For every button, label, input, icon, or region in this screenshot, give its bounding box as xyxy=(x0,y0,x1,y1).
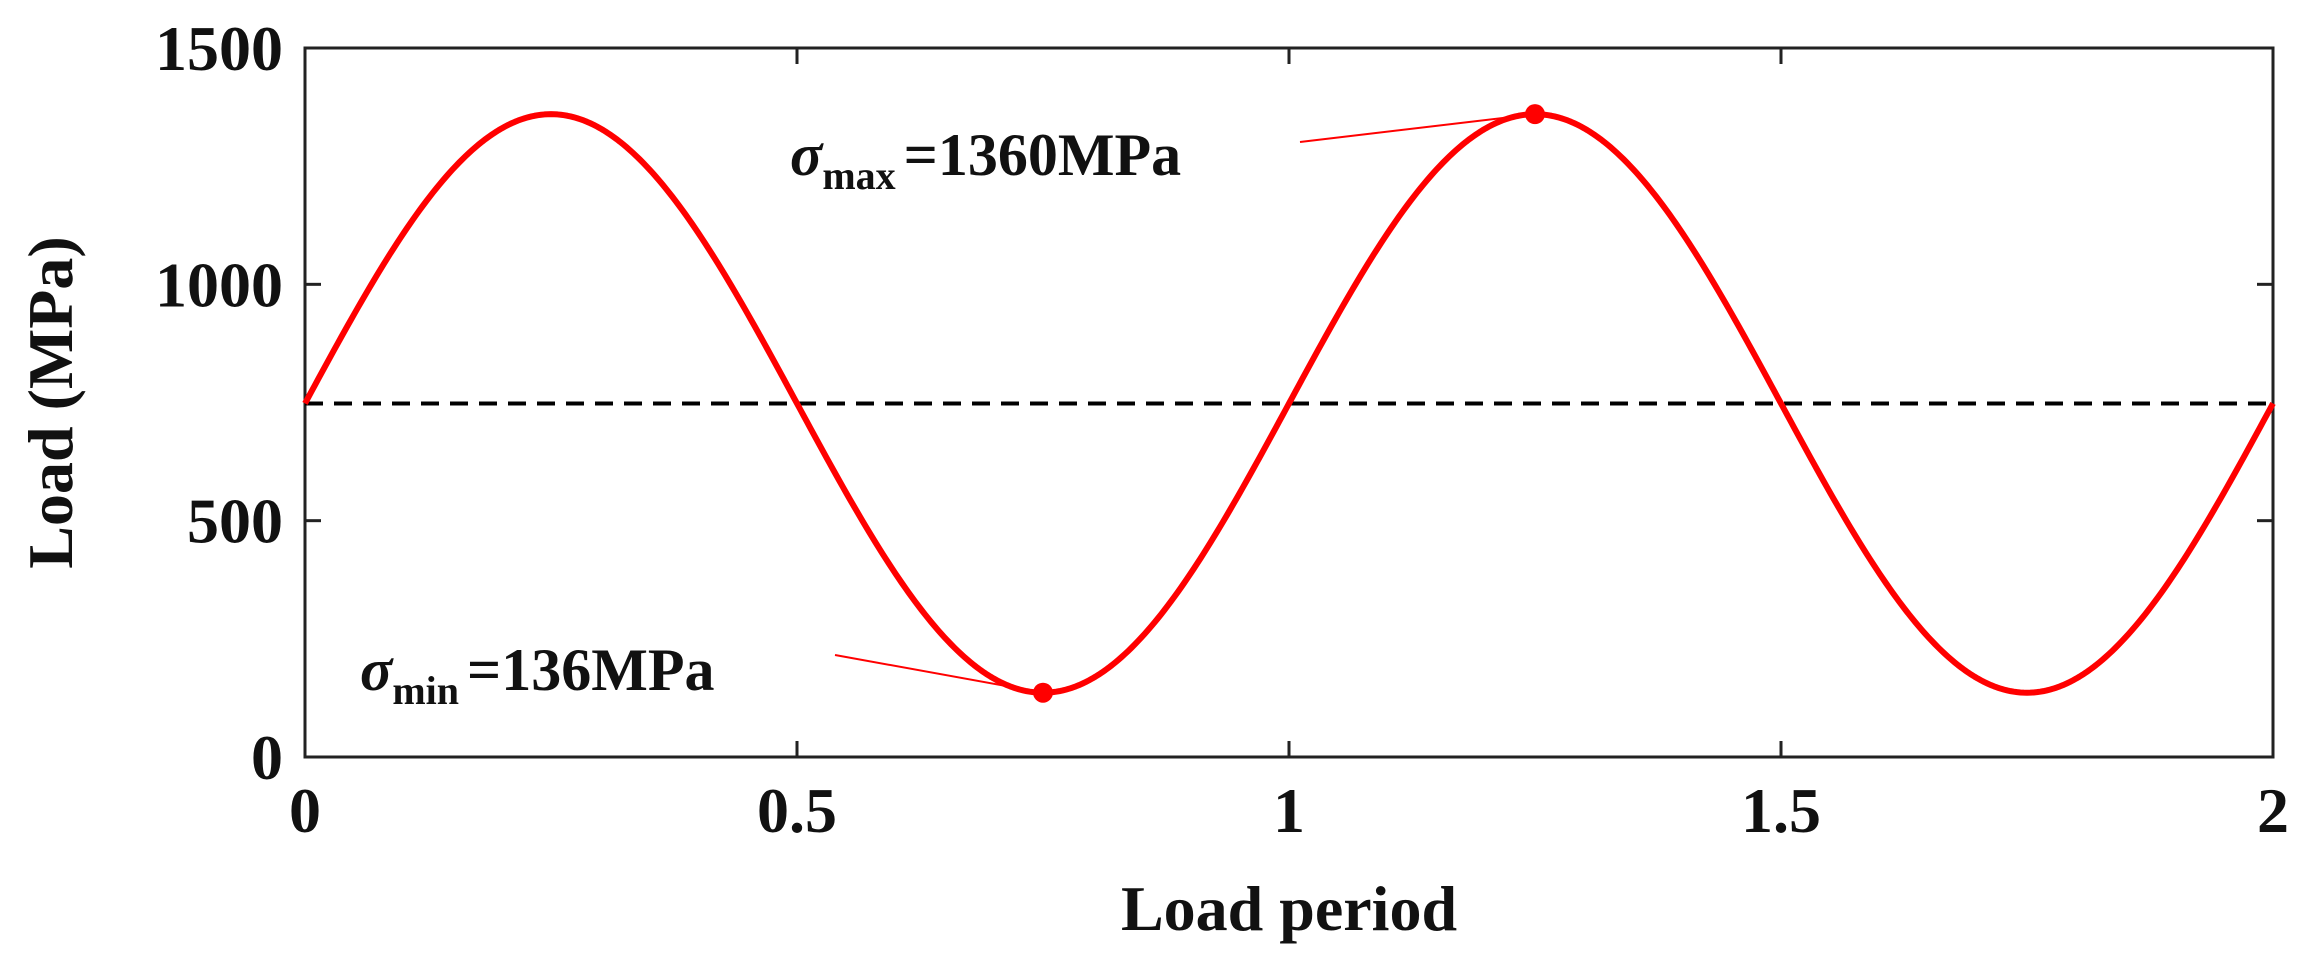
y-axis-label: Load (MPa) xyxy=(15,236,86,568)
y-tick-label: 1500 xyxy=(155,13,283,84)
x-tick-label: 1 xyxy=(1273,775,1305,846)
y-tick-label: 1000 xyxy=(155,249,283,320)
marker-max xyxy=(1525,104,1545,125)
annotation-leader-min xyxy=(834,654,1044,694)
load-series-line xyxy=(302,111,2276,696)
y-tick-label: 0 xyxy=(251,722,283,793)
annotation-label-min: σmin =136MPa xyxy=(360,637,715,713)
x-tick-label: 0.5 xyxy=(757,775,837,846)
annotation-leader-max xyxy=(1299,113,1536,143)
annotations: σmax =1360MPa σmin =136MPa xyxy=(360,104,1545,713)
x-axis-label: Load period xyxy=(1121,873,1457,944)
x-axis-ticks: 0 0.5 1 1.5 2 xyxy=(289,48,2289,846)
x-tick-label: 1.5 xyxy=(1741,775,1821,846)
annotation-label-max: σmax =1360MPa xyxy=(790,122,1181,198)
x-tick-label: 0 xyxy=(289,775,321,846)
marker-min xyxy=(1033,682,1053,703)
y-axis-ticks: 0 500 1000 1500 xyxy=(155,13,2273,793)
y-tick-label: 500 xyxy=(187,486,283,557)
x-tick-label: 2 xyxy=(2257,775,2289,846)
